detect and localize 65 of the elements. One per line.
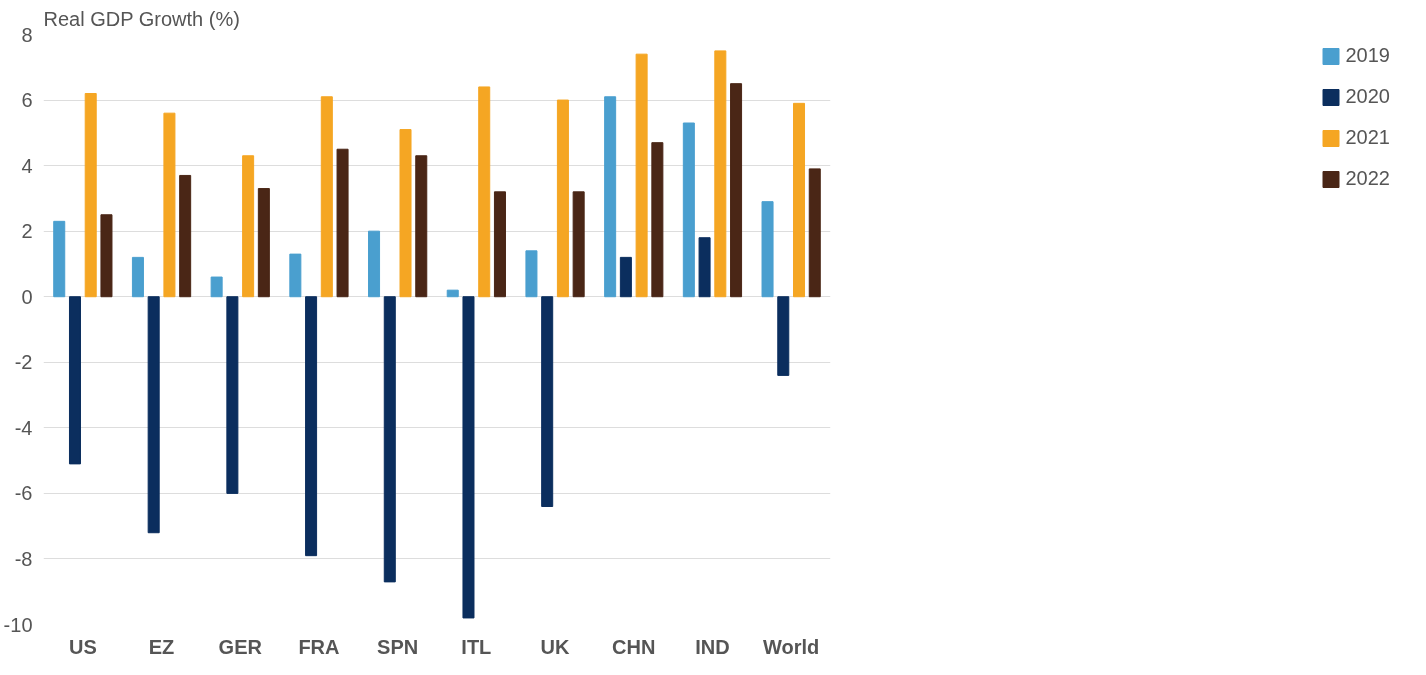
bar (651, 142, 664, 298)
bar (714, 50, 727, 298)
bar (478, 86, 491, 298)
y-tick-label: -2 (14, 351, 33, 374)
legend-label: 2021 (1345, 126, 1390, 149)
bar (698, 237, 711, 298)
x-tick-label: CHN (612, 635, 656, 658)
bar (682, 122, 695, 298)
legend-label: 2020 (1345, 85, 1390, 108)
y-tick-label: 0 (21, 285, 33, 308)
bar (793, 102, 806, 298)
bar (572, 191, 585, 298)
bar (808, 168, 821, 298)
bar (100, 214, 113, 298)
bar (242, 155, 255, 298)
bar (446, 289, 459, 298)
bar (399, 129, 412, 298)
bar (289, 253, 302, 298)
bar (525, 250, 538, 298)
bar (556, 99, 569, 298)
legend-label: 2022 (1345, 167, 1390, 190)
x-tick-label: UK (540, 635, 571, 658)
x-tick-label: SPN (377, 635, 419, 658)
bar (226, 296, 239, 494)
bar (619, 256, 632, 298)
x-tick-label: GER (218, 635, 263, 658)
y-tick-label: 8 (21, 23, 33, 46)
bar (320, 96, 333, 298)
y-tick-label: 4 (21, 154, 33, 177)
bar (68, 296, 81, 465)
bar (210, 276, 223, 298)
y-axis-title: Real GDP Growth (%) (43, 7, 240, 30)
bar (761, 201, 774, 298)
bar (84, 93, 97, 298)
x-tick-label: US (68, 635, 97, 658)
legend-label: 2019 (1345, 44, 1390, 67)
bar (336, 148, 349, 298)
y-tick-label: -4 (14, 416, 33, 439)
bar (257, 188, 270, 298)
y-tick-label: -8 (14, 547, 33, 570)
bar (541, 296, 554, 507)
bar (147, 296, 160, 534)
bar (368, 230, 381, 298)
x-tick-label: IND (695, 635, 730, 658)
y-tick-label: -10 (3, 613, 33, 636)
bar (131, 256, 144, 298)
bar (730, 83, 743, 298)
y-tick-label: 6 (21, 89, 33, 112)
bar (179, 174, 192, 298)
bar (383, 296, 396, 583)
bar (604, 96, 617, 298)
bar (635, 53, 648, 298)
y-tick-label: 2 (21, 220, 33, 243)
bar (163, 112, 176, 298)
y-tick-label: -6 (14, 482, 33, 505)
bar (493, 191, 506, 298)
x-tick-label: World (763, 635, 820, 658)
bar (415, 155, 428, 298)
bar (305, 296, 318, 557)
x-tick-label: EZ (148, 635, 175, 658)
bar (462, 296, 475, 619)
bar (53, 220, 66, 298)
bar (777, 296, 790, 376)
x-tick-label: FRA (298, 635, 340, 658)
x-tick-label: ITL (461, 635, 492, 658)
